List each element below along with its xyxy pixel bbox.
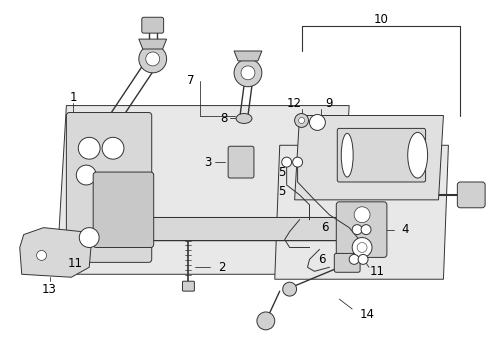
FancyBboxPatch shape (337, 129, 425, 182)
Ellipse shape (236, 113, 251, 123)
Circle shape (79, 228, 99, 247)
Circle shape (294, 113, 308, 127)
Text: 11: 11 (369, 265, 384, 278)
Ellipse shape (407, 132, 427, 178)
Circle shape (37, 251, 46, 260)
Circle shape (351, 225, 361, 235)
Text: 5: 5 (278, 185, 285, 198)
Circle shape (309, 114, 325, 130)
Circle shape (348, 255, 358, 264)
Circle shape (356, 243, 366, 252)
Circle shape (298, 117, 304, 123)
Circle shape (353, 207, 369, 223)
FancyBboxPatch shape (66, 113, 151, 262)
Circle shape (102, 137, 123, 159)
FancyBboxPatch shape (93, 172, 153, 247)
Text: 9: 9 (325, 97, 332, 110)
Text: 1: 1 (69, 91, 77, 104)
FancyBboxPatch shape (336, 202, 386, 257)
Circle shape (292, 157, 302, 167)
Ellipse shape (341, 133, 352, 177)
Polygon shape (56, 105, 348, 274)
Text: 10: 10 (373, 13, 387, 26)
Text: 12: 12 (286, 97, 302, 110)
FancyBboxPatch shape (334, 253, 359, 272)
Text: 14: 14 (359, 309, 374, 321)
Circle shape (241, 66, 254, 80)
Circle shape (281, 157, 291, 167)
Circle shape (76, 165, 96, 185)
Polygon shape (139, 39, 166, 49)
FancyBboxPatch shape (142, 17, 163, 33)
Circle shape (357, 255, 367, 264)
Text: 11: 11 (68, 257, 82, 270)
Circle shape (360, 225, 370, 235)
Polygon shape (294, 116, 443, 200)
Polygon shape (234, 51, 262, 61)
Text: 2: 2 (218, 261, 225, 274)
Polygon shape (20, 228, 91, 277)
Text: 7: 7 (186, 74, 194, 87)
FancyBboxPatch shape (456, 182, 484, 208)
Circle shape (139, 45, 166, 73)
Circle shape (256, 312, 274, 330)
Circle shape (78, 137, 100, 159)
Text: 6: 6 (321, 221, 328, 234)
Circle shape (351, 238, 371, 257)
Text: 3: 3 (204, 156, 211, 168)
Text: 13: 13 (42, 283, 57, 296)
Bar (148, 218, 358, 239)
Circle shape (145, 52, 160, 66)
Text: 4: 4 (400, 223, 407, 236)
Text: 6: 6 (317, 253, 325, 266)
FancyBboxPatch shape (182, 281, 194, 291)
Text: 5: 5 (278, 166, 285, 179)
FancyBboxPatch shape (228, 146, 253, 178)
Circle shape (282, 282, 296, 296)
Polygon shape (274, 145, 447, 279)
Text: 8: 8 (220, 112, 227, 125)
Circle shape (234, 59, 262, 87)
